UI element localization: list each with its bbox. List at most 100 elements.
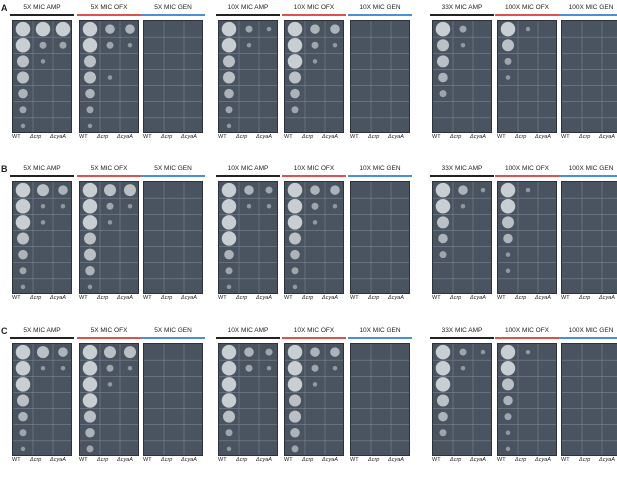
plate-label-underline (77, 175, 141, 177)
colony-spot (20, 284, 26, 290)
colony-spot (311, 202, 319, 210)
colony-spot (246, 203, 252, 209)
plate-label-underline (559, 175, 617, 177)
strain-label: Δcrp (368, 295, 380, 301)
plate-label: 5X MIC OFX (90, 165, 128, 172)
colony-spot (435, 198, 451, 214)
strain-label: Δcrp (515, 457, 527, 463)
strain-label: ΔcyaA (117, 134, 133, 140)
colony-spot (459, 348, 467, 356)
strain-label: ΔcyaA (50, 457, 66, 463)
agar-plate (561, 20, 617, 133)
colony-spot (127, 203, 133, 209)
colony-spot (85, 88, 95, 99)
strain-label: ΔcyaA (322, 134, 338, 140)
colony-spot (480, 187, 486, 193)
strain-label: ΔcyaA (117, 457, 133, 463)
colony-spot (290, 428, 300, 438)
plate-label: 100X MIC OFX (504, 165, 550, 172)
colony-spot (289, 71, 301, 84)
colony-spot (292, 284, 298, 290)
strain-label: WT (561, 295, 570, 301)
colony-spot (82, 393, 98, 408)
plate-label: 5X MIC GEN (154, 327, 192, 334)
colony-spot (291, 267, 299, 275)
colony-spot (59, 41, 67, 49)
strain-label: WT (561, 134, 570, 140)
colony-spot (439, 90, 447, 98)
colony-spot (84, 55, 96, 68)
colony-spot (289, 394, 301, 407)
agar-plate (218, 181, 278, 294)
colony-spot (287, 21, 303, 37)
plate-label-underline (216, 14, 280, 16)
plate-label: 5X MIC AMP (23, 4, 61, 11)
strain-label: WT (284, 134, 293, 140)
colony-spot (82, 377, 98, 392)
plate-grid (498, 344, 556, 455)
plate-label: 33X MIC AMP (441, 4, 483, 11)
colony-spot (312, 59, 318, 64)
colony-spot (39, 41, 47, 49)
strain-label: ΔcyaA (599, 134, 615, 140)
colony-spot (310, 347, 320, 357)
colony-spot (311, 364, 319, 372)
strain-label: WT (561, 457, 570, 463)
strain-label: Δcrp (302, 457, 314, 463)
colony-spot (437, 39, 449, 52)
colony-spot (439, 251, 447, 259)
strain-label: WT (12, 295, 21, 301)
colony-spot (505, 268, 511, 274)
plate-label-underline (282, 14, 346, 16)
plate-label: 10X MIC AMP (227, 4, 269, 11)
agar-plate (143, 20, 203, 133)
colony-spot (18, 88, 28, 99)
plate-label-underline (282, 175, 346, 177)
colony-spot (60, 365, 66, 371)
colony-spot (287, 377, 303, 392)
plate-label: 10X MIC AMP (227, 165, 269, 172)
strain-label: Δcrp (302, 295, 314, 301)
colony-spot (82, 215, 98, 230)
colony-spot (500, 360, 516, 376)
plate-label: 10X MIC AMP (227, 327, 269, 334)
plate-grid (13, 182, 71, 293)
agar-plate (79, 181, 139, 294)
colony-spot (245, 25, 253, 33)
strain-label: WT (218, 134, 227, 140)
colony-spot (221, 344, 237, 360)
plate-label-underline (10, 175, 74, 177)
colony-spot (332, 42, 338, 48)
colony-spot (289, 232, 301, 245)
colony-spot (435, 344, 451, 360)
colony-spot (124, 346, 136, 359)
colony-spot (124, 184, 136, 197)
strain-label: ΔcyaA (599, 457, 615, 463)
plate-label-underline (10, 14, 74, 16)
plate-label: 5X MIC GEN (154, 165, 192, 172)
plate-label-underline (430, 14, 494, 16)
colony-spot (15, 360, 31, 376)
colony-spot (223, 71, 235, 84)
colony-spot (505, 75, 511, 80)
strain-label: WT (79, 295, 88, 301)
colony-spot (310, 24, 320, 34)
colony-spot (106, 364, 114, 372)
colony-spot (55, 21, 71, 37)
colony-spot (107, 382, 113, 387)
colony-spot (224, 249, 234, 260)
plate-label: 100X MIC GEN (568, 165, 614, 172)
colony-spot (290, 88, 300, 99)
colony-spot (84, 71, 96, 84)
colony-spot (330, 24, 340, 34)
colony-spot (437, 216, 449, 229)
colony-spot (35, 21, 51, 37)
plate-grid (498, 182, 556, 293)
plate-label-underline (348, 175, 412, 177)
colony-spot (20, 446, 26, 452)
strain-label: WT (350, 134, 359, 140)
colony-spot (106, 41, 114, 49)
colony-spot (460, 365, 466, 371)
colony-spot (223, 410, 235, 423)
colony-spot (20, 123, 26, 129)
